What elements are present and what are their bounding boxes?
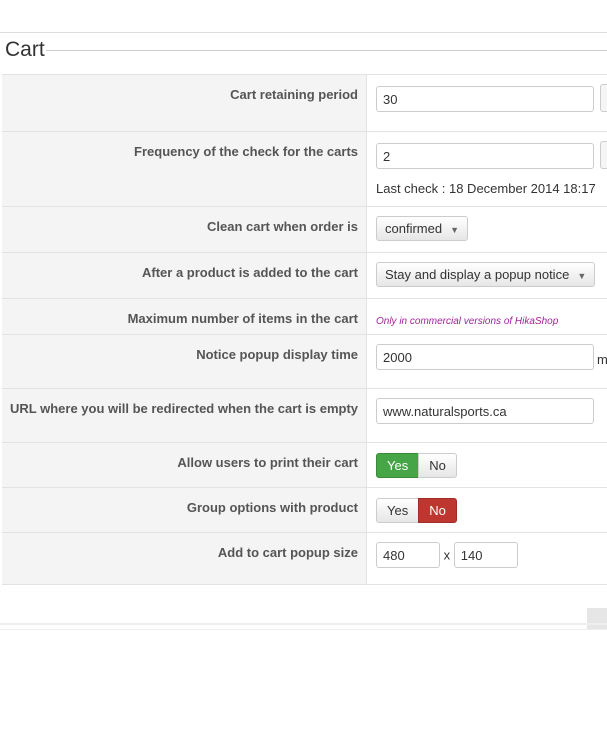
size-separator: x bbox=[443, 547, 451, 563]
label: URL where you will be redirected when th… bbox=[2, 389, 367, 442]
row-group-options: Group options with product Yes No bbox=[2, 487, 607, 532]
label: Frequency of the check for the carts bbox=[2, 132, 367, 206]
commercial-note: Only in commercial versions of HikaShop bbox=[376, 316, 559, 327]
clean-cart-select[interactable]: confirmed ▼ bbox=[376, 216, 468, 241]
row-clean-cart: Clean cart when order is confirmed ▼ bbox=[2, 206, 607, 252]
section-title: Cart bbox=[5, 38, 45, 61]
print-yes-button[interactable]: Yes bbox=[376, 453, 420, 478]
print-no-button[interactable]: No bbox=[418, 453, 457, 478]
label: Allow users to print their cart bbox=[2, 443, 367, 487]
label: Add to cart popup size bbox=[2, 533, 367, 584]
label: Maximum number of items in the cart bbox=[2, 299, 367, 334]
row-notice-time: Notice popup display time m bbox=[2, 334, 607, 388]
redirect-url-input[interactable] bbox=[376, 398, 594, 424]
row-cart-retaining-period: Cart retaining period bbox=[2, 74, 607, 131]
check-frequency-input[interactable] bbox=[376, 143, 594, 169]
popup-height-input[interactable] bbox=[453, 542, 518, 568]
label: Clean cart when order is bbox=[2, 207, 367, 252]
chevron-down-icon: ▼ bbox=[577, 271, 587, 281]
unit-label: m bbox=[597, 352, 607, 367]
last-check-text: Last check : 18 December 2014 18:17 bbox=[376, 181, 596, 196]
group-yes-button[interactable]: Yes bbox=[376, 498, 420, 523]
group-no-button[interactable]: No bbox=[418, 498, 457, 523]
notice-time-input[interactable] bbox=[376, 344, 594, 370]
popup-width-input[interactable] bbox=[376, 542, 440, 568]
bottom-divider-2 bbox=[0, 629, 607, 630]
label: After a product is added to the cart bbox=[2, 253, 367, 298]
retaining-period-input[interactable] bbox=[376, 86, 594, 112]
row-print-cart: Allow users to print their cart Yes No bbox=[2, 442, 607, 487]
row-after-add: After a product is added to the cart Sta… bbox=[2, 252, 607, 298]
bottom-divider bbox=[0, 623, 607, 625]
period-unit-select[interactable] bbox=[600, 84, 607, 112]
chevron-down-icon: ▼ bbox=[450, 225, 459, 235]
label: Group options with product bbox=[2, 488, 367, 532]
row-check-frequency: Frequency of the check for the carts Las… bbox=[2, 131, 607, 206]
legend-line bbox=[46, 50, 607, 51]
frequency-unit-select[interactable] bbox=[600, 141, 607, 169]
row-redirect-url: URL where you will be redirected when th… bbox=[2, 388, 607, 442]
resize-corner bbox=[587, 608, 607, 630]
label: Cart retaining period bbox=[2, 75, 367, 131]
label: Notice popup display time bbox=[2, 335, 367, 388]
row-popup-size: Add to cart popup size x bbox=[2, 532, 607, 585]
row-max-items: Maximum number of items in the cart Only… bbox=[2, 298, 607, 334]
top-divider bbox=[0, 32, 607, 33]
after-add-select[interactable]: Stay and display a popup notice ▼ bbox=[376, 262, 596, 287]
